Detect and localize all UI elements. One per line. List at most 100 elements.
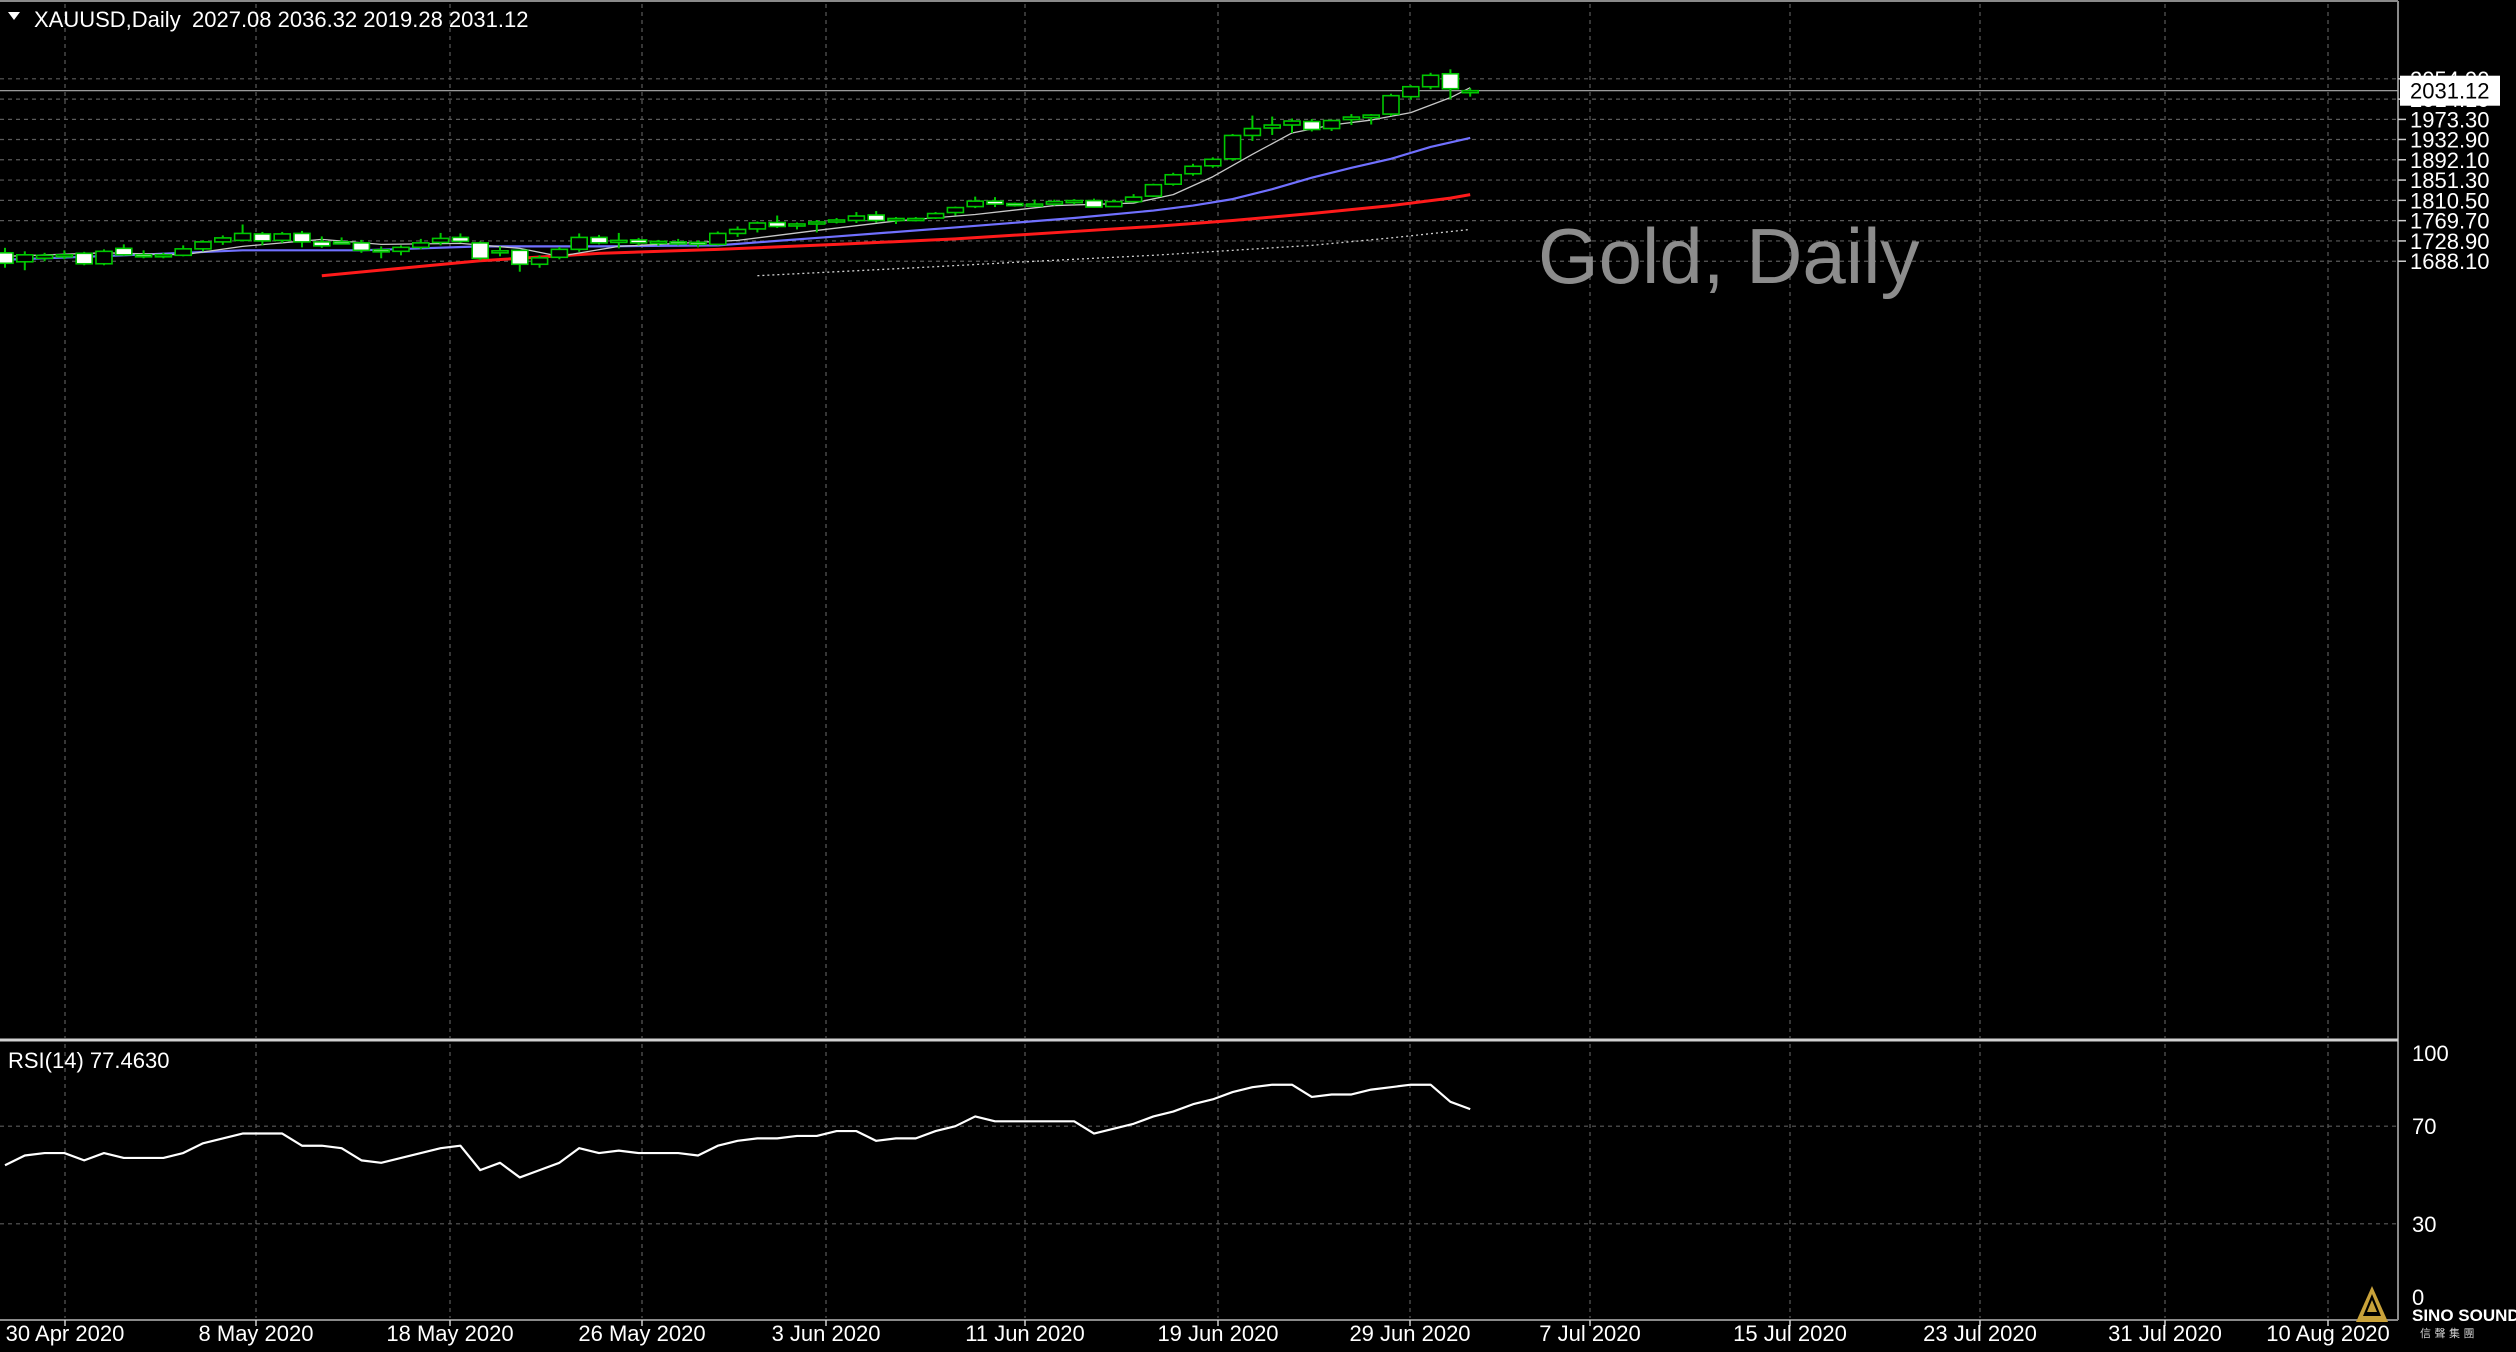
candle-body-up [1243,127,1262,137]
candle [768,215,787,228]
candle [75,251,93,266]
candle [946,206,965,216]
candle [887,217,905,224]
candle [1402,85,1420,100]
candle-body-up [95,250,113,265]
candle-body-up [708,232,727,246]
candle-body-up [1105,200,1123,208]
candle-body-up [1402,85,1420,98]
candle-body-down [590,236,608,244]
rsi-indicator [4,1083,1471,1179]
candle [352,239,371,253]
candle [926,212,945,220]
candle [570,233,589,252]
candle [530,255,549,268]
candle-body-up [946,206,965,214]
candle [1382,93,1400,117]
rsi-line [4,1083,1471,1179]
candle [689,240,707,248]
candle [332,237,351,245]
candle [1263,116,1281,135]
candle [1005,202,1024,207]
x-tick-label: 23 Jul 2020 [1923,1321,2037,1346]
candle-body-down [669,241,688,245]
y-tick-label: 1851.30 [2410,168,2490,193]
candle [491,246,509,257]
candles [0,69,1479,272]
candle-body-down [471,242,490,260]
collapse-triangle-icon[interactable] [8,12,20,20]
x-tick-label: 19 Jun 2020 [1157,1321,1278,1346]
candle [293,230,311,248]
logo-subtitle: 信 聲 集 團 [2420,1326,2475,1340]
candle-body-down [115,247,133,256]
current-price-tag: 2031.12 [2400,75,2500,106]
candle-body-down [75,252,93,265]
candle-body-up [1204,158,1222,167]
candle-body-down [451,236,470,243]
candle-body-up [392,246,410,253]
symbol-timeframe: XAUUSD,Daily [34,7,181,32]
candle-body-up [1065,199,1083,204]
candle-body-up [411,242,430,249]
candle-body-up [926,212,945,219]
candle-body-down [0,252,14,265]
candle-body-up [847,215,866,222]
candle [1184,163,1202,176]
candle [708,231,727,246]
candle [372,246,391,259]
candle-body-down [332,241,351,245]
candle-body-up [1144,183,1163,197]
time-axis: 30 Apr 2020 8 May 2020 18 May 2020 26 May 2… [6,1320,2390,1346]
candle-body-down [1303,120,1321,131]
candle-body-up [827,219,846,223]
candle [1144,183,1163,198]
candle-body-up [530,256,549,266]
candle-body-up [807,221,826,225]
candle [1283,118,1301,133]
sino-sound-logo: SINO SOUND 信 聲 集 團 [2356,1286,2516,1340]
candle [1303,119,1321,132]
candle-body-up [748,222,767,230]
candle-body-up [1223,134,1242,160]
ma-slow-line [321,193,1471,278]
candle-body-down [867,214,886,222]
candle [669,238,688,246]
ohlc-values: 2027.08 2036.32 2019.28 2031.12 [192,7,528,32]
candle [15,251,34,271]
candle-body-up [15,254,34,263]
rsi-label: RSI(14) 77.4630 [8,1048,169,1073]
x-tick-label: 3 Jun 2020 [772,1321,881,1346]
candle [95,249,113,266]
rsi-grid [0,1044,2398,1318]
candle-body-up [55,254,74,258]
candle [590,234,608,245]
candle [1045,199,1064,206]
candle-body-up [1421,74,1440,88]
candle [1223,133,1242,161]
candle-body-down [312,241,331,247]
candle-body-up [1461,89,1479,94]
candle-body-up [1124,196,1143,203]
candle-body-up [491,250,509,254]
candle [154,252,173,259]
candle [1025,199,1044,208]
candle-body-down [510,249,529,266]
candle-body-up [214,237,232,243]
y-tick-label: 1973.30 [2410,107,2490,132]
candle-body-up [906,217,925,222]
candle-body-down [1441,72,1460,90]
candle [431,232,450,246]
candle-body-up [550,248,569,259]
x-tick-label: 18 May 2020 [386,1321,513,1346]
candle-body-up [649,240,668,245]
x-tick-label: 8 May 2020 [199,1321,314,1346]
candle-body-down [629,239,648,244]
candle [1124,194,1143,203]
candle [748,221,767,233]
candle-body-up [966,200,985,208]
x-tick-label: 30 Apr 2020 [6,1321,125,1346]
candle-body-up [233,232,252,242]
candle [728,226,747,237]
